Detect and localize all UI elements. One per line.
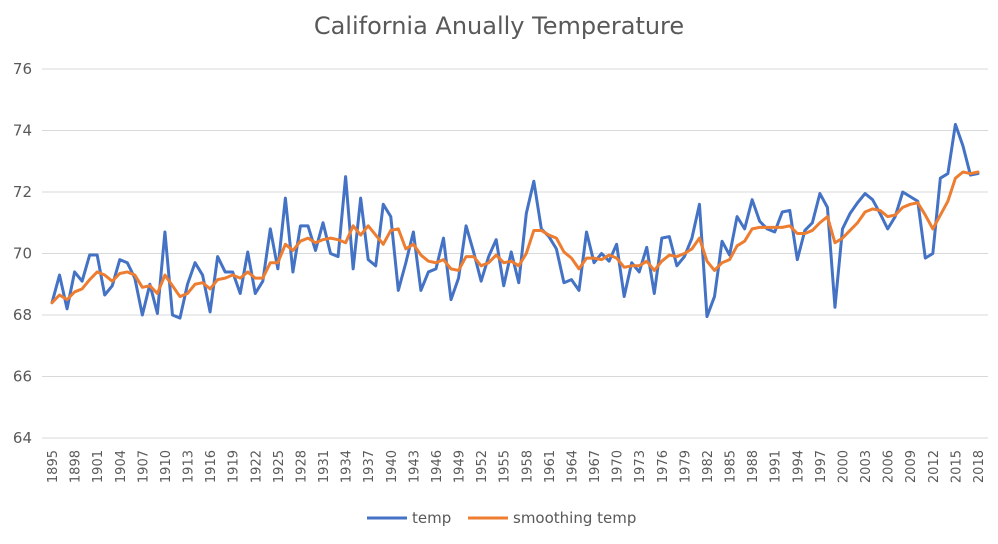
x-tick-label: 2015 xyxy=(949,450,964,483)
x-tick-label: 1949 xyxy=(453,450,468,483)
x-axis-tick-labels: 1895 1898 1901 1904 1907 1910 1913 1916 1919 1922… xyxy=(46,450,987,483)
x-tick-label: 1943 xyxy=(407,450,422,483)
legend-label: smoothing temp xyxy=(513,509,636,527)
y-axis-tick-labels: 64 66 68 70 72 74 76 xyxy=(13,60,32,447)
series-line-smoothing-temp xyxy=(50,170,980,305)
y-tick-label: 72 xyxy=(13,183,32,201)
x-tick-label: 1919 xyxy=(227,450,242,483)
x-tick-label: 1901 xyxy=(91,450,106,483)
x-tick-label: 1961 xyxy=(543,450,558,483)
x-tick-label: 1928 xyxy=(294,450,309,483)
x-tick-label: 1916 xyxy=(204,450,219,483)
x-tick-label: 1904 xyxy=(114,450,129,483)
x-tick-label: 1895 xyxy=(46,450,61,483)
legend-label: temp xyxy=(412,509,451,527)
series-line-temp xyxy=(50,122,980,320)
x-tick-label: 1913 xyxy=(182,450,197,483)
y-tick-label: 74 xyxy=(13,122,32,140)
x-tick-label: 1967 xyxy=(588,450,603,483)
chart-title: California Anually Temperature xyxy=(313,12,685,40)
x-tick-label: 2006 xyxy=(882,450,897,483)
x-tick-label: 1907 xyxy=(136,450,151,483)
x-tick-label: 2000 xyxy=(836,450,851,483)
x-tick-label: 1934 xyxy=(340,450,355,483)
x-tick-label: 1973 xyxy=(633,450,648,483)
x-tick-label: 1955 xyxy=(498,450,513,483)
y-tick-label: 64 xyxy=(13,429,32,447)
x-tick-label: 1925 xyxy=(272,450,287,483)
x-tick-label: 1997 xyxy=(814,450,829,483)
series-lines xyxy=(50,122,980,320)
x-tick-label: 2009 xyxy=(904,450,919,483)
gridlines xyxy=(42,68,988,439)
x-tick-label: 1931 xyxy=(317,450,332,483)
x-tick-label: 1982 xyxy=(701,450,716,483)
x-tick-label: 1988 xyxy=(746,450,761,483)
y-tick-label: 76 xyxy=(13,60,32,78)
y-tick-label: 66 xyxy=(13,368,32,386)
legend: temp smoothing temp xyxy=(367,509,636,527)
y-tick-label: 70 xyxy=(13,245,32,263)
x-tick-label: 2018 xyxy=(972,450,987,483)
x-tick-label: 1952 xyxy=(475,450,490,483)
x-tick-label: 1970 xyxy=(611,450,626,483)
x-tick-label: 1898 xyxy=(69,450,84,483)
x-tick-label: 1964 xyxy=(565,450,580,483)
x-tick-label: 2012 xyxy=(927,450,942,483)
x-tick-label: 1940 xyxy=(385,450,400,483)
x-tick-label: 1994 xyxy=(791,450,806,483)
x-tick-label: 1979 xyxy=(678,450,693,483)
x-tick-label: 1958 xyxy=(520,450,535,483)
x-tick-label: 1985 xyxy=(724,450,739,483)
x-tick-label: 1991 xyxy=(769,450,784,483)
x-tick-label: 1946 xyxy=(430,450,445,483)
y-tick-label: 68 xyxy=(13,306,32,324)
x-tick-label: 1976 xyxy=(656,450,671,483)
x-tick-label: 2003 xyxy=(859,450,874,483)
x-tick-label: 1937 xyxy=(362,450,377,483)
x-tick-label: 1922 xyxy=(249,450,264,483)
x-tick-label: 1910 xyxy=(159,450,174,483)
